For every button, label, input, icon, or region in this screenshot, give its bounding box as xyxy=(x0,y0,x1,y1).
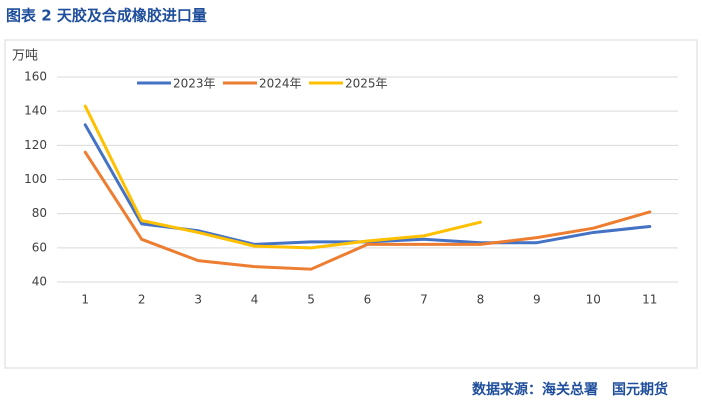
x-tick-label: 7 xyxy=(420,293,428,307)
legend-label: 2023年 xyxy=(173,77,216,91)
legend-label: 2024年 xyxy=(259,77,302,91)
legend-label: 2025年 xyxy=(345,77,388,91)
x-tick-label: 10 xyxy=(586,293,601,307)
x-tick-label: 8 xyxy=(477,293,485,307)
x-tick-label: 4 xyxy=(251,293,259,307)
series-line xyxy=(83,150,652,271)
chart-frame xyxy=(4,39,698,369)
y-axis-label: 万吨 xyxy=(12,49,38,64)
y-tick-label: 40 xyxy=(32,275,47,289)
x-tick-label: 3 xyxy=(194,293,202,307)
y-tick-label: 140 xyxy=(24,104,47,118)
x-tick-label: 1 xyxy=(81,293,89,307)
x-tick-label: 5 xyxy=(307,293,315,307)
x-tick-label: 9 xyxy=(533,293,541,307)
y-tick-label: 80 xyxy=(32,206,47,220)
chart-title: 图表 2 天胶及合成橡胶进口量 xyxy=(6,7,207,25)
x-tick-label: 6 xyxy=(364,293,372,307)
y-tick-label: 100 xyxy=(24,172,47,186)
x-tick-label: 11 xyxy=(642,293,657,307)
x-tick-label: 2 xyxy=(138,293,146,307)
y-tick-label: 160 xyxy=(24,70,47,84)
y-tick-label: 120 xyxy=(24,138,47,152)
y-tick-label: 60 xyxy=(32,240,47,254)
source: 数据来源：海关总署 国元期货 xyxy=(472,381,668,398)
series-line xyxy=(83,104,482,250)
